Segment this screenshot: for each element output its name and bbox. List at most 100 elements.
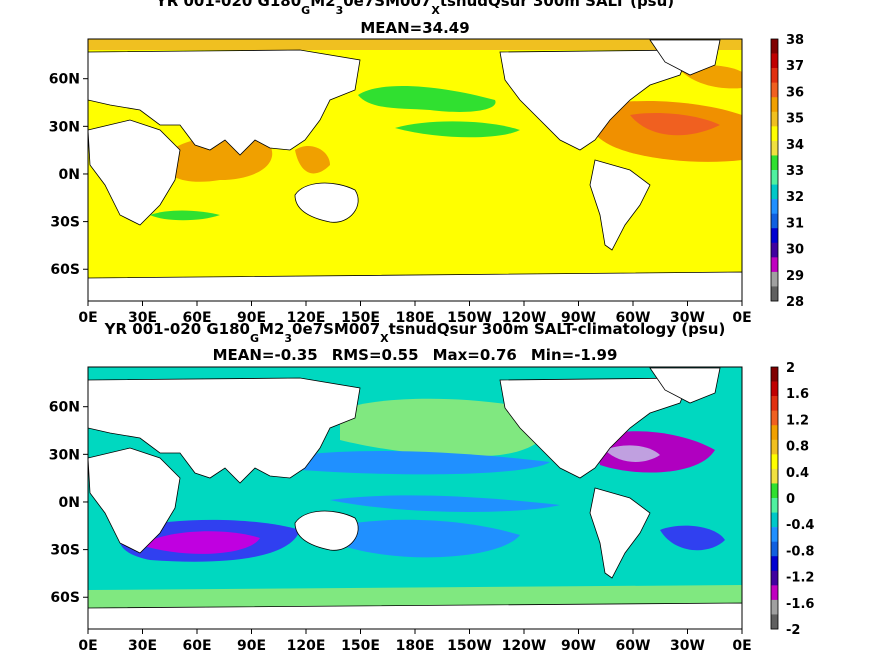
bottom-equatorial-blue	[330, 495, 560, 512]
bottom-colorbar-label: 2	[786, 361, 795, 376]
bottom-panel: YR 001-020 G180GM230e7SM007XtsnudQsur 30…	[49, 320, 815, 654]
bottom-x-tick-label: 120E	[287, 638, 326, 654]
top-land-australia	[294, 182, 359, 223]
top-land-africa	[88, 119, 181, 226]
bottom-colorbar-swatch	[771, 527, 778, 542]
top-colorbar-label: 31	[786, 216, 804, 231]
top-arctic-band	[88, 39, 742, 50]
bottom-land-africa	[88, 447, 181, 554]
bottom-colorbar-label: 0.8	[786, 440, 809, 455]
top-colorbar-label: 37	[786, 59, 804, 74]
bottom-colorbar-label: -2	[786, 623, 800, 638]
top-x-axis: 0E 30E 60E 90E 120E 150E 180E 150W 120W 90W 60W 30W…	[78, 301, 752, 326]
top-y-tick-label: 60S	[50, 262, 80, 278]
bottom-panel-stats: MEAN=-0.35 RMS=0.55 Max=0.76 Min=-1.99	[213, 346, 618, 364]
bottom-colorbar-label: 1.2	[786, 413, 809, 428]
bottom-land-australia	[294, 510, 359, 551]
bottom-colorbar-label: 0	[786, 492, 795, 507]
bottom-colorbar-swatch	[771, 468, 778, 484]
bottom-colorbar-swatch	[771, 599, 778, 615]
top-colorbar-swatch	[771, 286, 778, 302]
top-colorbar-label: 35	[786, 112, 804, 127]
top-colorbar-label: 29	[786, 269, 804, 284]
top-x-tick-label: 180E	[396, 310, 435, 326]
bottom-x-tick-label: 120W	[502, 638, 547, 654]
bottom-y-tick-label: 60S	[50, 590, 80, 606]
bottom-colorbar-swatch	[771, 381, 778, 397]
bottom-colorbar-frame	[770, 366, 779, 630]
top-colorbar-swatch	[771, 170, 778, 185]
stat-max: Max=0.76	[433, 346, 517, 364]
bottom-x-axis: 0E 30E 60E 90E 120E 150E 180E 150W 120W 90W 60W 30W…	[78, 629, 752, 654]
bottom-colorbar: 2 1.6 1.2 0.8 0.4 0 -0.4 -0.8 -1.2 -1.6 -2	[770, 361, 814, 638]
top-x-tick-label: 30W	[670, 310, 705, 326]
top-colorbar-swatch	[771, 184, 778, 200]
bottom-colorbar-swatch	[771, 614, 778, 630]
bottom-north-atlantic-core	[605, 445, 660, 462]
bottom-x-tick-label: 90W	[561, 638, 596, 654]
bottom-y-tick-label: 30S	[50, 543, 80, 559]
top-y-tick-label: 60N	[49, 72, 80, 88]
top-x-tick-label: 90E	[237, 310, 266, 326]
bottom-colorbar-swatch	[771, 367, 778, 382]
bottom-colorbar-swatch	[771, 498, 778, 513]
bottom-x-tick-label: 90E	[237, 638, 266, 654]
bottom-x-tick-label: 60W	[616, 638, 651, 654]
top-land	[88, 39, 742, 301]
top-colorbar-frame	[770, 38, 779, 302]
top-x-tick-label: 120W	[502, 310, 547, 326]
bottom-colorbar-swatch	[771, 396, 778, 411]
top-colorbar-label: 28	[786, 295, 804, 310]
bottom-x-tick-label: 180E	[396, 638, 435, 654]
bottom-colorbar-swatch	[771, 512, 778, 528]
top-x-tick-label: 60E	[182, 310, 211, 326]
top-y-tick-label: 0N	[59, 167, 80, 183]
bottom-y-tick-label: 0N	[59, 495, 80, 511]
bottom-colorbar-label: -1.2	[786, 571, 814, 586]
bottom-colorbar-swatch	[771, 425, 778, 441]
bottom-land-eurasia	[88, 377, 361, 484]
bottom-colorbar-swatch	[771, 454, 778, 470]
top-y-axis: 60N 30N 0N 30S 60S	[49, 72, 88, 278]
top-colorbar-swatch	[771, 199, 778, 214]
stat-mean: MEAN=-0.35	[213, 346, 318, 364]
stat-min: Min=-1.99	[531, 346, 618, 364]
top-x-tick-label: 150E	[341, 310, 380, 326]
top-colorbar-swatch	[771, 39, 778, 54]
bottom-x-tick-label: 60E	[182, 638, 211, 654]
top-colorbar-swatch	[771, 213, 778, 229]
bottom-southern-ocean-green	[88, 585, 742, 608]
top-colorbar-label: 36	[786, 85, 804, 100]
bottom-south-pacific-blue	[340, 519, 520, 558]
top-colorbar-swatch	[771, 155, 778, 171]
top-western-pacific	[295, 145, 330, 174]
bottom-colorbar-label: 1.6	[786, 387, 809, 402]
bottom-y-axis: 60N 30N 0N 30S 60S	[49, 400, 88, 606]
top-colorbar-label: 34	[786, 138, 804, 153]
bottom-x-tick-label: 150W	[447, 638, 492, 654]
top-colorbar-swatch	[771, 68, 778, 83]
bottom-colorbar-label: -0.8	[786, 544, 814, 559]
top-panel-mean: MEAN=34.49	[360, 19, 469, 37]
top-colorbar-swatch	[771, 228, 778, 244]
top-colorbar-swatch	[771, 140, 778, 156]
stat-rms: RMS=0.55	[332, 346, 419, 364]
top-colorbar-swatch	[771, 111, 778, 127]
top-colorbar-label: 30	[786, 243, 804, 258]
top-map	[88, 39, 742, 301]
top-colorbar-label: 38	[786, 33, 804, 48]
bottom-land	[88, 367, 742, 629]
top-colorbar-swatch	[771, 82, 778, 98]
top-y-tick-label: 30S	[50, 215, 80, 231]
top-land-antarctica	[88, 271, 742, 301]
top-x-tick-label: 120E	[287, 310, 326, 326]
bottom-north-pacific-blue-band	[300, 450, 550, 475]
top-panel: YR 001-020 G180GM230e7SM007XtsnudQsur 30…	[49, 0, 804, 326]
top-north-pacific-subpolar	[358, 85, 496, 112]
top-north-atlantic-core	[630, 113, 720, 136]
top-land-south-america	[589, 159, 651, 251]
bottom-colorbar-swatch	[771, 556, 778, 572]
bottom-colorbar-swatch	[771, 410, 778, 426]
bottom-x-tick-label: 150E	[341, 638, 380, 654]
